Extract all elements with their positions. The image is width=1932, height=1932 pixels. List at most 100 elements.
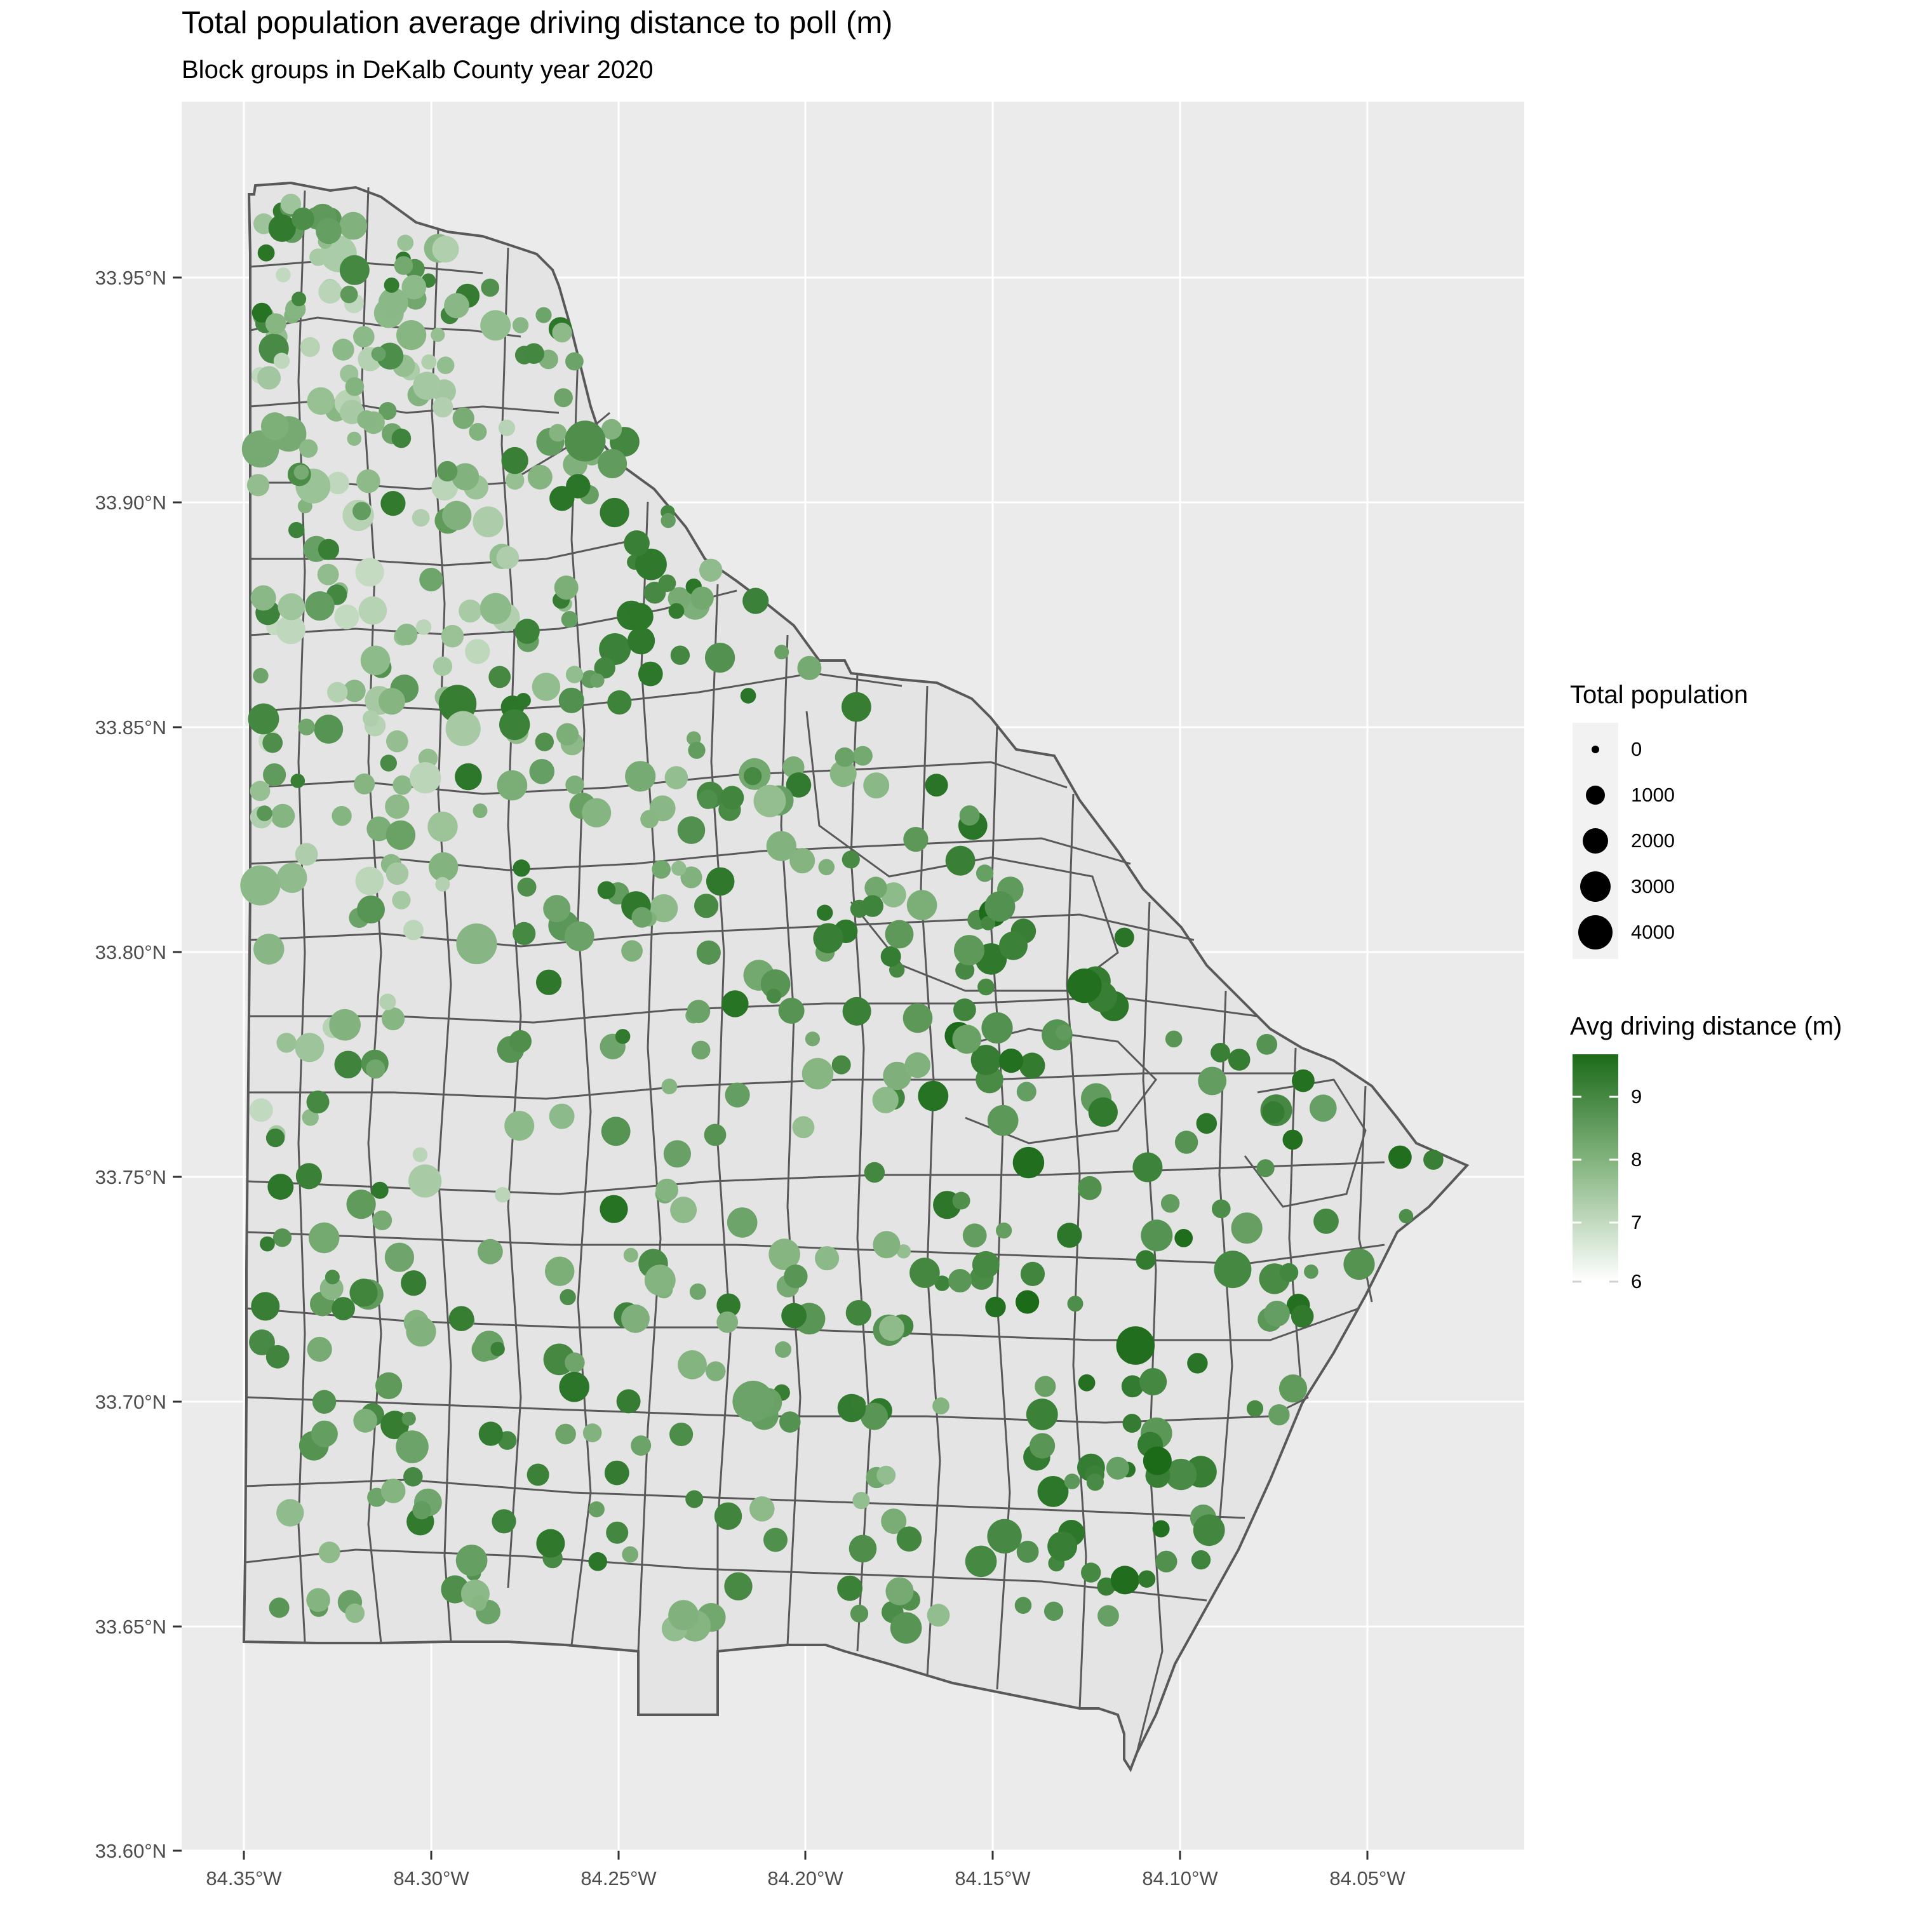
block-group-marker bbox=[670, 1197, 697, 1224]
block-group-marker bbox=[640, 810, 659, 829]
block-group-marker bbox=[433, 396, 453, 418]
block-group-marker bbox=[295, 843, 318, 866]
block-group-marker bbox=[378, 688, 405, 715]
color-legend-label: 8 bbox=[1631, 1148, 1642, 1171]
block-group-marker bbox=[698, 789, 718, 809]
block-group-marker bbox=[1137, 1570, 1156, 1588]
block-group-marker bbox=[558, 687, 584, 713]
block-group-marker bbox=[852, 1492, 870, 1510]
block-group-marker bbox=[292, 207, 314, 231]
block-group-marker bbox=[763, 1527, 788, 1552]
block-group-marker bbox=[972, 1251, 1000, 1278]
block-group-marker bbox=[318, 279, 342, 304]
block-group-marker bbox=[835, 747, 855, 767]
block-group-marker bbox=[845, 1300, 871, 1326]
block-group-marker bbox=[749, 1496, 775, 1522]
block-group-marker bbox=[276, 1033, 297, 1053]
block-group-marker bbox=[527, 1463, 549, 1486]
block-group-marker bbox=[292, 292, 307, 307]
block-group-marker bbox=[883, 1061, 911, 1090]
block-group-marker bbox=[396, 319, 427, 351]
block-group-marker bbox=[260, 1236, 275, 1252]
block-group-marker bbox=[664, 766, 688, 789]
block-group-marker bbox=[766, 988, 781, 1003]
block-group-marker bbox=[977, 978, 995, 996]
block-group-marker bbox=[987, 1519, 1022, 1554]
block-group-marker bbox=[837, 1575, 863, 1601]
block-group-marker bbox=[276, 615, 305, 645]
block-group-marker bbox=[879, 1315, 904, 1341]
block-group-marker bbox=[300, 337, 320, 358]
block-group-marker bbox=[441, 624, 464, 648]
block-group-marker bbox=[473, 803, 488, 819]
block-group-marker bbox=[1423, 1150, 1444, 1170]
block-group-marker bbox=[1136, 1250, 1156, 1270]
block-group-marker bbox=[753, 784, 786, 817]
size-legend-title: Total population bbox=[1570, 681, 1748, 709]
block-group-marker bbox=[488, 666, 511, 688]
block-group-marker bbox=[366, 1059, 386, 1079]
block-group-marker bbox=[625, 761, 656, 792]
block-group-marker bbox=[412, 509, 430, 527]
block-group-marker bbox=[549, 424, 567, 442]
block-group-marker bbox=[354, 773, 375, 795]
block-group-marker bbox=[896, 1244, 911, 1259]
block-group-marker bbox=[408, 1164, 442, 1198]
block-group-marker bbox=[721, 990, 749, 1017]
block-group-marker bbox=[523, 343, 544, 364]
block-group-marker bbox=[306, 1090, 330, 1114]
y-tick-label: 33.80°N bbox=[95, 941, 166, 963]
block-group-marker bbox=[316, 218, 342, 245]
block-group-marker bbox=[497, 770, 528, 801]
block-group-marker bbox=[319, 1277, 344, 1301]
block-group-marker bbox=[339, 211, 368, 240]
block-group-marker bbox=[406, 1317, 436, 1347]
block-group-marker bbox=[685, 1490, 704, 1508]
block-group-marker bbox=[352, 502, 371, 521]
block-group-marker bbox=[1193, 1514, 1225, 1546]
block-group-marker bbox=[952, 1024, 982, 1054]
block-group-marker bbox=[696, 940, 721, 965]
block-group-marker bbox=[959, 805, 980, 826]
block-group-marker bbox=[599, 633, 631, 665]
block-group-marker bbox=[909, 1258, 940, 1288]
block-group-marker bbox=[906, 890, 937, 920]
block-group-marker bbox=[347, 431, 361, 446]
block-group-marker bbox=[513, 859, 530, 877]
block-group-marker bbox=[396, 624, 418, 645]
block-group-marker bbox=[512, 317, 529, 333]
color-legend-label: 7 bbox=[1631, 1211, 1642, 1233]
block-group-marker bbox=[248, 703, 279, 735]
block-group-marker bbox=[357, 896, 385, 923]
block-group-marker bbox=[326, 471, 349, 495]
block-group-marker bbox=[358, 596, 387, 625]
block-group-marker bbox=[1264, 1300, 1290, 1327]
block-group-marker bbox=[1291, 1305, 1314, 1328]
block-group-marker bbox=[566, 474, 591, 499]
block-group-marker bbox=[288, 521, 305, 539]
block-group-marker bbox=[246, 474, 270, 497]
block-group-marker bbox=[401, 274, 427, 300]
block-group-marker bbox=[1078, 1374, 1096, 1392]
block-group-marker bbox=[661, 1078, 678, 1094]
block-group-marker bbox=[535, 732, 554, 751]
block-group-marker bbox=[635, 548, 667, 580]
block-group-marker bbox=[499, 709, 530, 741]
block-group-marker bbox=[429, 852, 459, 882]
block-group-marker bbox=[775, 1341, 791, 1358]
block-group-marker bbox=[1012, 1146, 1045, 1179]
data-points bbox=[240, 194, 1444, 1644]
block-group-marker bbox=[280, 194, 302, 215]
size-legend-label: 3000 bbox=[1631, 875, 1675, 897]
block-group-marker bbox=[565, 1352, 585, 1373]
block-group-marker bbox=[309, 1222, 340, 1254]
block-group-marker bbox=[987, 1104, 1019, 1136]
size-legend-key bbox=[1580, 871, 1611, 902]
x-tick-label: 84.30°W bbox=[393, 1867, 469, 1889]
block-group-marker bbox=[744, 767, 762, 786]
block-group-marker bbox=[532, 673, 561, 701]
block-group-marker bbox=[514, 619, 540, 644]
block-group-marker bbox=[601, 1117, 631, 1146]
block-group-marker bbox=[945, 845, 976, 876]
